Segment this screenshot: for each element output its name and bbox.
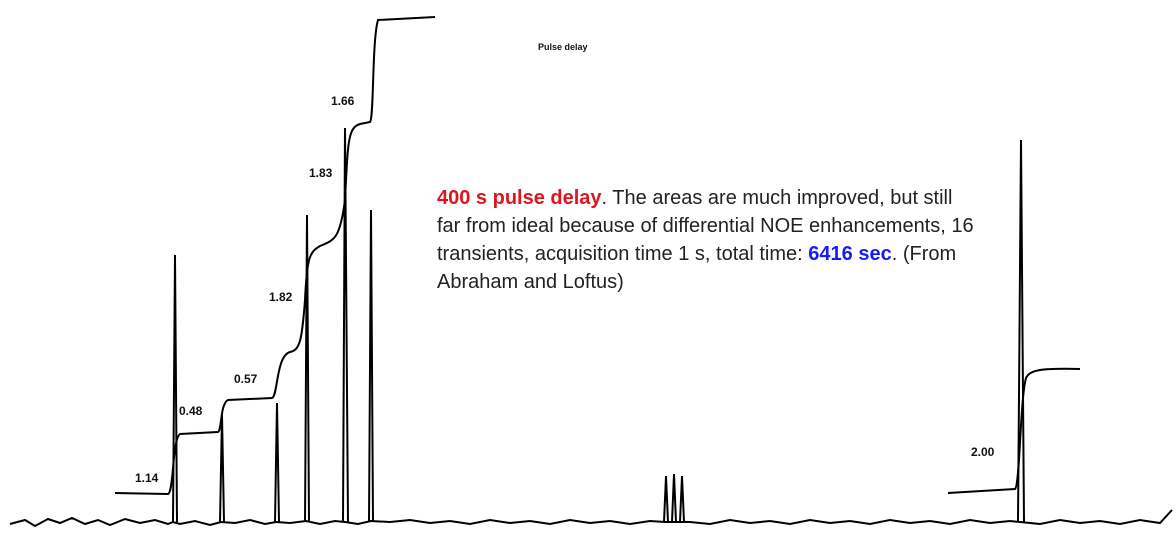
spectrum-trace [9,16,1173,528]
caption: 400 s pulse delay. The areas are much im… [437,184,977,296]
integral-label: 1.82 [269,290,293,304]
caption-body: . The areas are much improved, but still… [437,187,974,265]
integral-label: 1.66 [331,94,355,108]
integral-curve [114,16,436,496]
caption-time: 6416 sec [808,243,892,265]
baseline [9,509,1173,528]
integral-label: 0.57 [234,372,258,386]
integral-label: 1.83 [309,166,333,180]
caption-source: . (From Abraham and Loftus) [437,243,957,293]
integral-label: 1.14 [135,471,159,485]
caption-highlight: 400 s pulse delay [437,187,602,209]
integral-label: 0.48 [179,404,203,418]
integral-label: 2.00 [971,445,995,459]
figure-title: Pulse delay [538,42,588,52]
integral-curve-right [947,367,1081,494]
